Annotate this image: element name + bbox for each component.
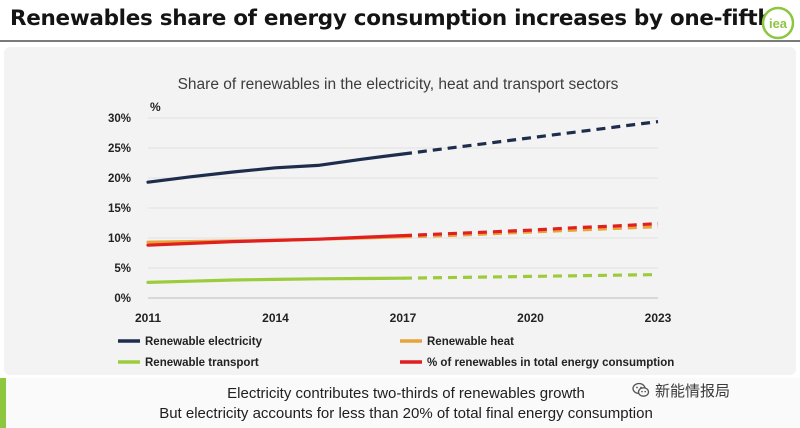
page-title: Renewables share of energy consumption i… (10, 6, 773, 31)
y-tick-label: 25% (108, 143, 131, 155)
footer-line-1: Electricity contributes two-thirds of re… (227, 385, 585, 402)
series-line-historical (146, 234, 405, 247)
y-tick-label: 10% (108, 233, 131, 245)
legend-label: % of renewables in total energy consumpt… (427, 357, 674, 369)
footer-line-2: But electricity accounts for less than 2… (159, 405, 653, 422)
chart-title: Share of renewables in the electricity, … (178, 76, 619, 93)
y-tick-label: 0% (114, 293, 131, 305)
iea-logo: iea (761, 6, 795, 40)
legend-label: Renewable heat (427, 336, 514, 348)
watermark-text: 新能情报局 (655, 382, 731, 400)
legend-label: Renewable electricity (145, 336, 263, 348)
line-chart: Share of renewables in the electricity, … (108, 76, 674, 369)
y-tick-label: 15% (108, 203, 131, 215)
wechat-watermark: 新能情报局 (632, 381, 731, 400)
legend-label: Renewable transport (145, 357, 259, 369)
x-tick-label: 2020 (517, 311, 544, 325)
y-axis-label: % (150, 100, 161, 114)
footer-banner: Electricity contributes two-thirds of re… (0, 378, 800, 428)
iea-logo-text: iea (769, 16, 788, 31)
series-line-projection (402, 225, 659, 239)
x-tick-label: 2014 (262, 311, 289, 325)
header-divider (0, 40, 800, 42)
series-line-historical (146, 152, 405, 184)
x-tick-label: 2023 (645, 311, 672, 325)
series-line-projection (402, 120, 659, 156)
wechat-icon (632, 382, 650, 397)
y-tick-label: 30% (108, 113, 131, 125)
chart-panel (4, 47, 796, 375)
series-line-projection (402, 222, 659, 238)
series-line-historical (146, 276, 405, 284)
series-line-projection (402, 273, 659, 280)
x-tick-label: 2011 (135, 311, 161, 325)
x-tick-label: 2017 (390, 311, 417, 325)
y-tick-label: 5% (114, 263, 131, 275)
y-tick-label: 20% (108, 173, 131, 185)
